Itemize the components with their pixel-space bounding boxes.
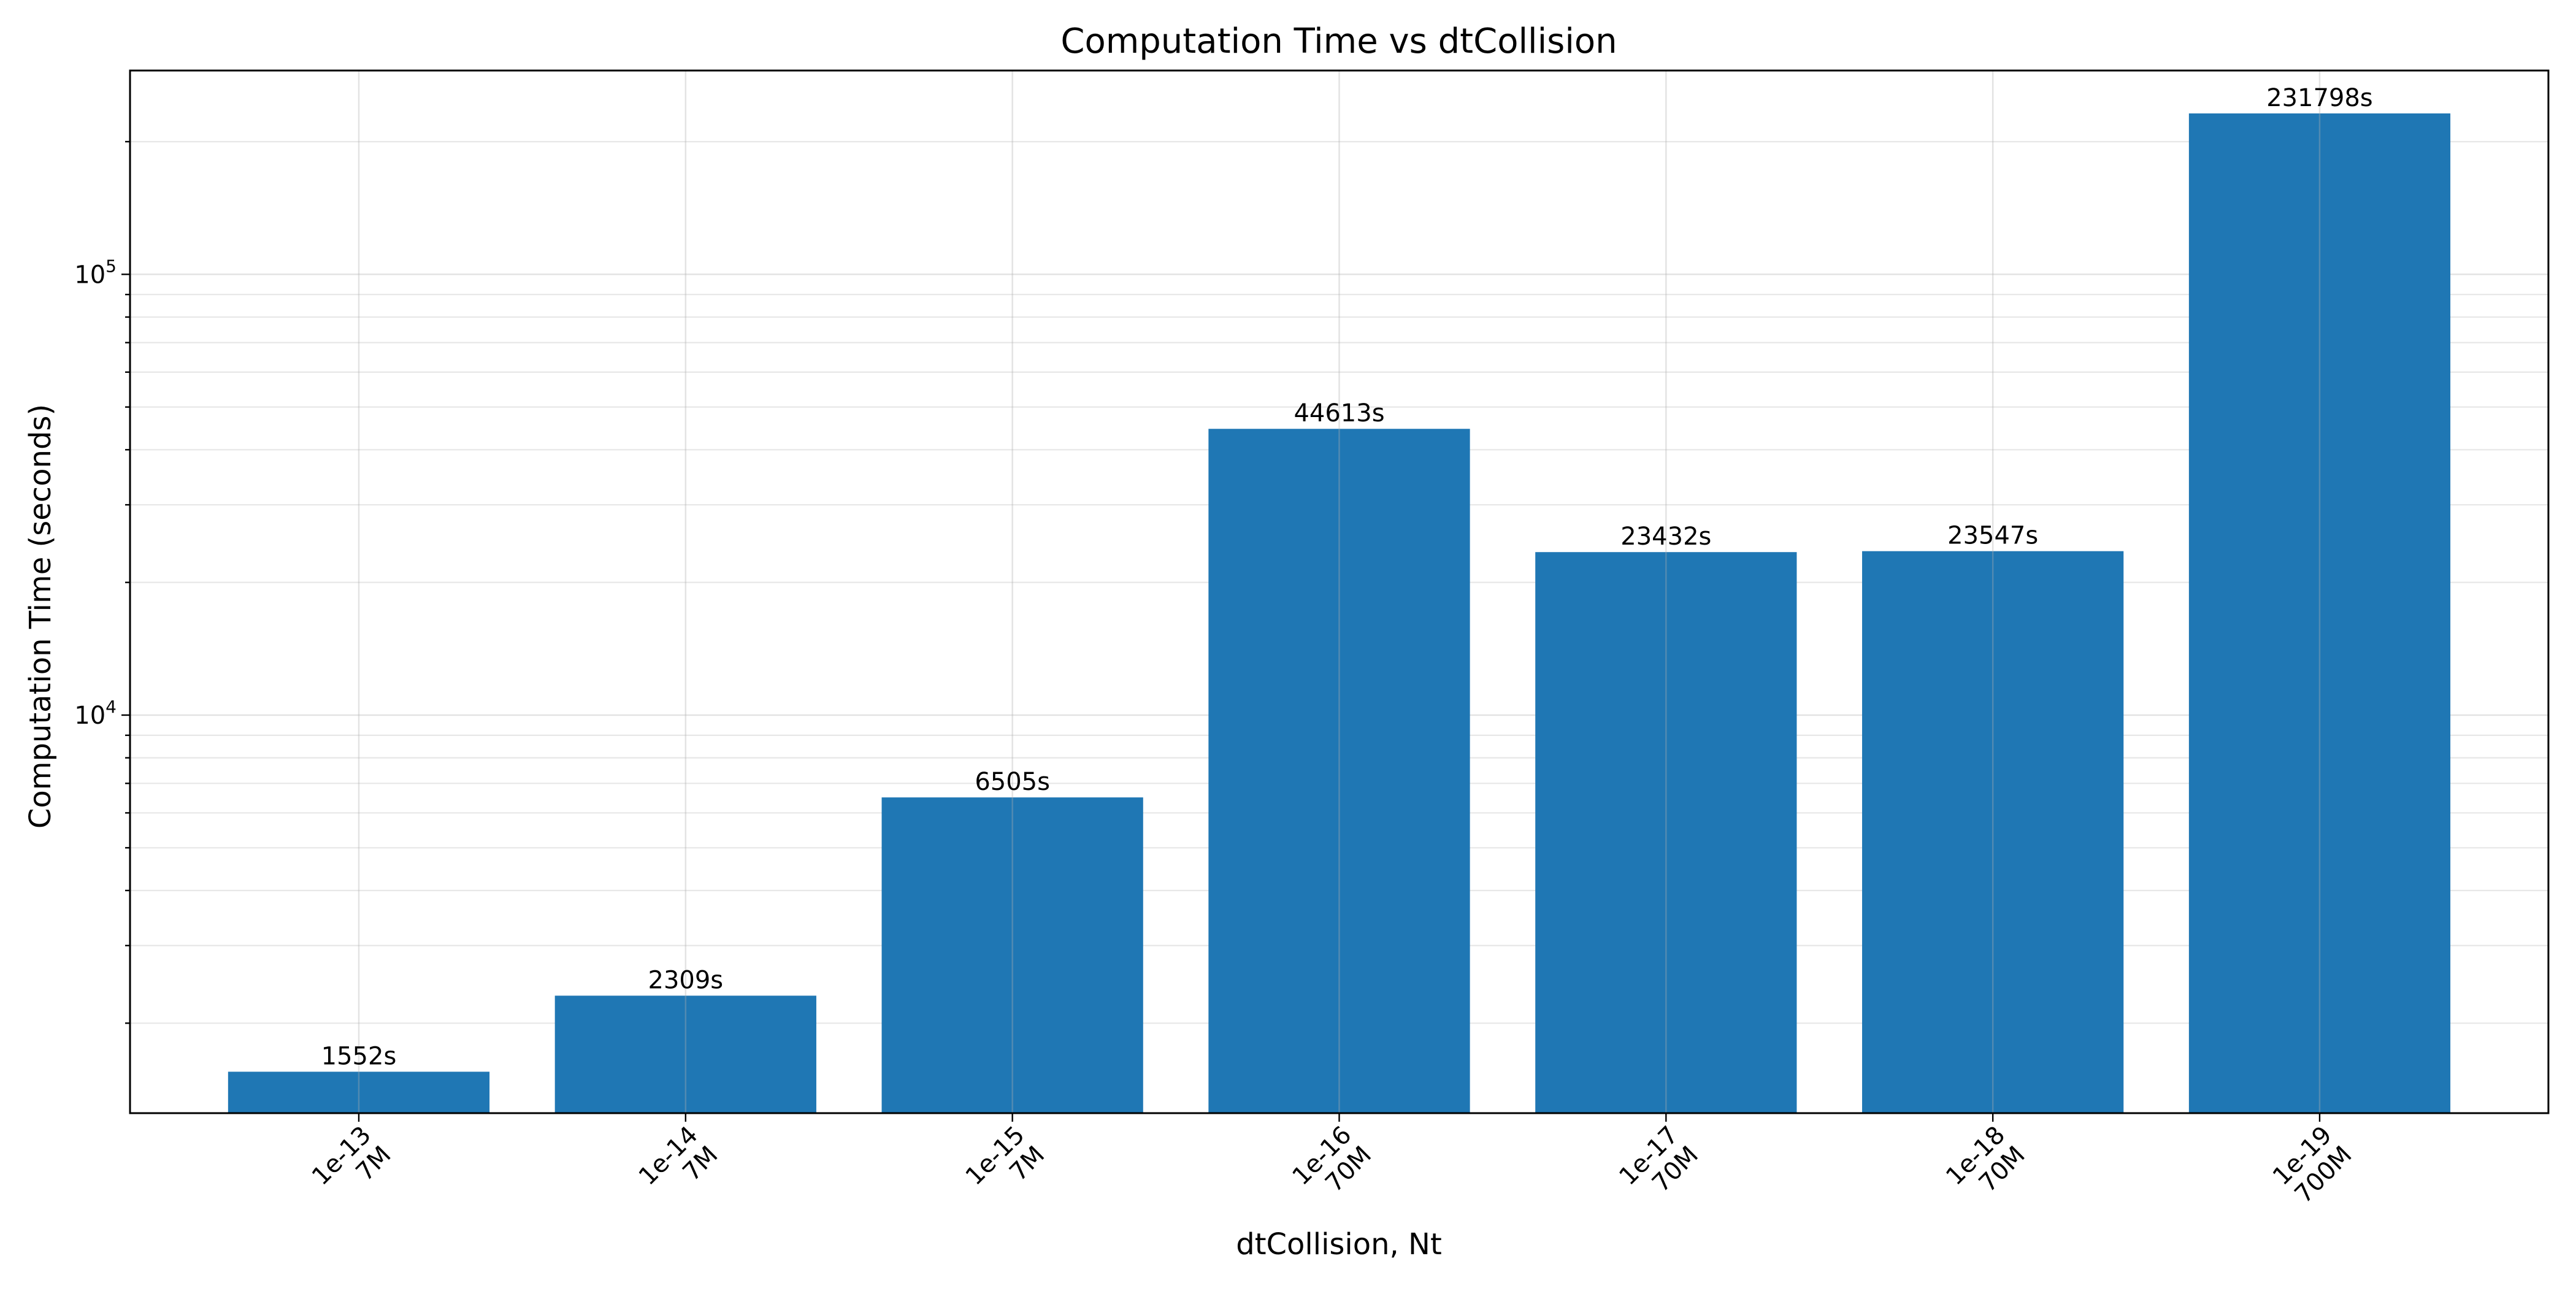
bars (228, 113, 2451, 1113)
bar (881, 797, 1143, 1113)
x-grid (358, 71, 2321, 1113)
y-tick-label: 104 (74, 697, 117, 730)
bar (1535, 552, 1797, 1113)
y-axis-label: Computation Time (seconds) (23, 404, 58, 829)
bar (1208, 429, 1470, 1113)
data-label: 1552s (321, 1042, 397, 1070)
data-label: 2309s (648, 966, 724, 994)
bar (2188, 113, 2451, 1113)
bar (228, 1071, 490, 1113)
data-label: 23547s (1947, 522, 2038, 550)
bar (1862, 551, 2124, 1113)
data-label: 6505s (975, 768, 1050, 796)
y-tick-label: 105 (74, 256, 117, 289)
data-label: 23432s (1620, 523, 1711, 551)
data-label: 231798s (2266, 84, 2373, 112)
data-labels: 1552s 2309s 6505s 44613s 23432s 23547s 231798s (321, 84, 2373, 1071)
x-axis-label: dtCollision, Nt (1236, 1227, 1442, 1262)
data-label: 44613s (1294, 399, 1384, 427)
chart-title: Computation Time vs dtCollision (1060, 21, 1617, 61)
bar (554, 995, 816, 1113)
